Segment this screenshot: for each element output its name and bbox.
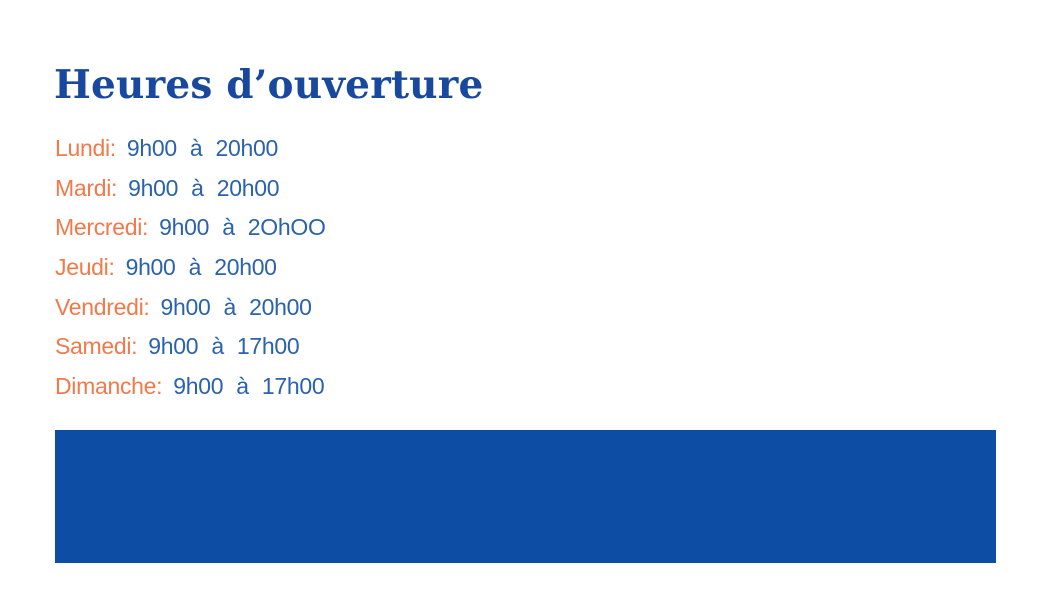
day-label: Jeudi: [55,254,115,281]
time-value: 9h00 à 20h00 [125,254,277,281]
opening-hours-list: Lundi: 9h00 à 20h00 Mardi: 9h00 à 20h00 Me… [55,129,326,407]
opening-hours-row-sunday: Dimanche: 9h00 à 17h00 [55,367,326,407]
time-value: 9h00 à 17h00 [173,373,325,400]
opening-hours-row-friday: Vendredi: 9h00 à 20h00 [55,288,326,328]
opening-hours-row-tuesday: Mardi: 9h00 à 20h00 [55,169,326,209]
time-value: 9h00 à 17h00 [148,333,300,360]
blue-banner [55,430,996,563]
opening-hours-row-thursday: Jeudi: 9h00 à 20h00 [55,248,326,288]
time-value: 9h00 à 20h00 [126,135,278,161]
opening-hours-row-wednesday: Mercredi: 9h00 à 2OhOO [55,208,326,248]
opening-hours-row-saturday: Samedi: 9h00 à 17h00 [55,327,326,367]
day-label: Vendredi: [55,293,150,320]
opening-hours-row-monday: Lundi: 9h00 à 20h00 [55,129,326,169]
day-label: Mardi: [55,174,118,201]
time-value: 9h00 à 20h00 [128,174,280,201]
day-label: Lundi: [55,135,116,161]
time-value: 9h00 à 20h00 [160,293,312,320]
day-label: Mercredi: [55,214,149,241]
time-value: 9h00 à 2OhOO [159,214,326,241]
page-title: Heures d’ouverture [54,62,484,108]
day-label: Samedi: [55,333,138,360]
day-label: Dimanche: [55,373,163,400]
